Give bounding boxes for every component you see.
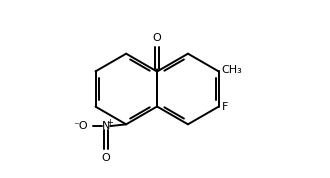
- Text: CH₃: CH₃: [222, 66, 243, 75]
- Text: F: F: [222, 102, 228, 112]
- Text: +: +: [106, 118, 113, 127]
- Text: O: O: [153, 33, 161, 43]
- Text: O: O: [101, 153, 110, 163]
- Text: ⁻O: ⁻O: [74, 121, 88, 131]
- Text: N: N: [102, 121, 110, 131]
